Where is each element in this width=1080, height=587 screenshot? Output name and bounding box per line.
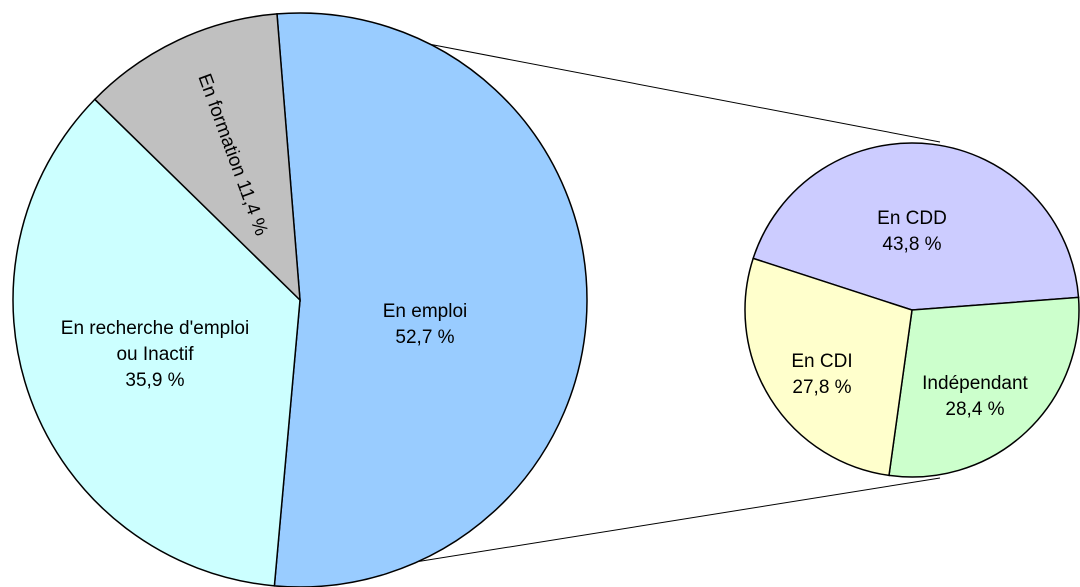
pie-slice [273,12,588,587]
slice-label: En emploi 52,7 % [355,299,495,351]
category-label: En emploi [382,301,468,322]
value-label: 28,4 % [945,399,1005,420]
pie-slice [752,142,1080,311]
slice-label: En CDI 27,8 % [762,349,882,401]
value-label: 43,8 % [882,234,942,255]
pie-slice [744,257,913,477]
pie-slice [93,13,301,302]
slice-label: En CDD 43,8 % [842,206,982,258]
category-label: Indépendant [922,373,1028,394]
value-label: 52,7 % [395,327,455,348]
category-label: En CDD [877,208,947,229]
category-label: En recherche d'emploi ou Inactif [60,318,250,365]
pie-slice [888,296,1080,478]
slice-label: En recherche d'emploi ou Inactif 35,9 % [55,316,255,394]
slice-label: Indépendant 28,4 % [900,371,1050,423]
category-label: En CDI [791,351,853,372]
value-label: 35,9 % [125,370,185,391]
pie-slice [12,98,301,587]
value-label: 27,8 % [792,377,852,398]
